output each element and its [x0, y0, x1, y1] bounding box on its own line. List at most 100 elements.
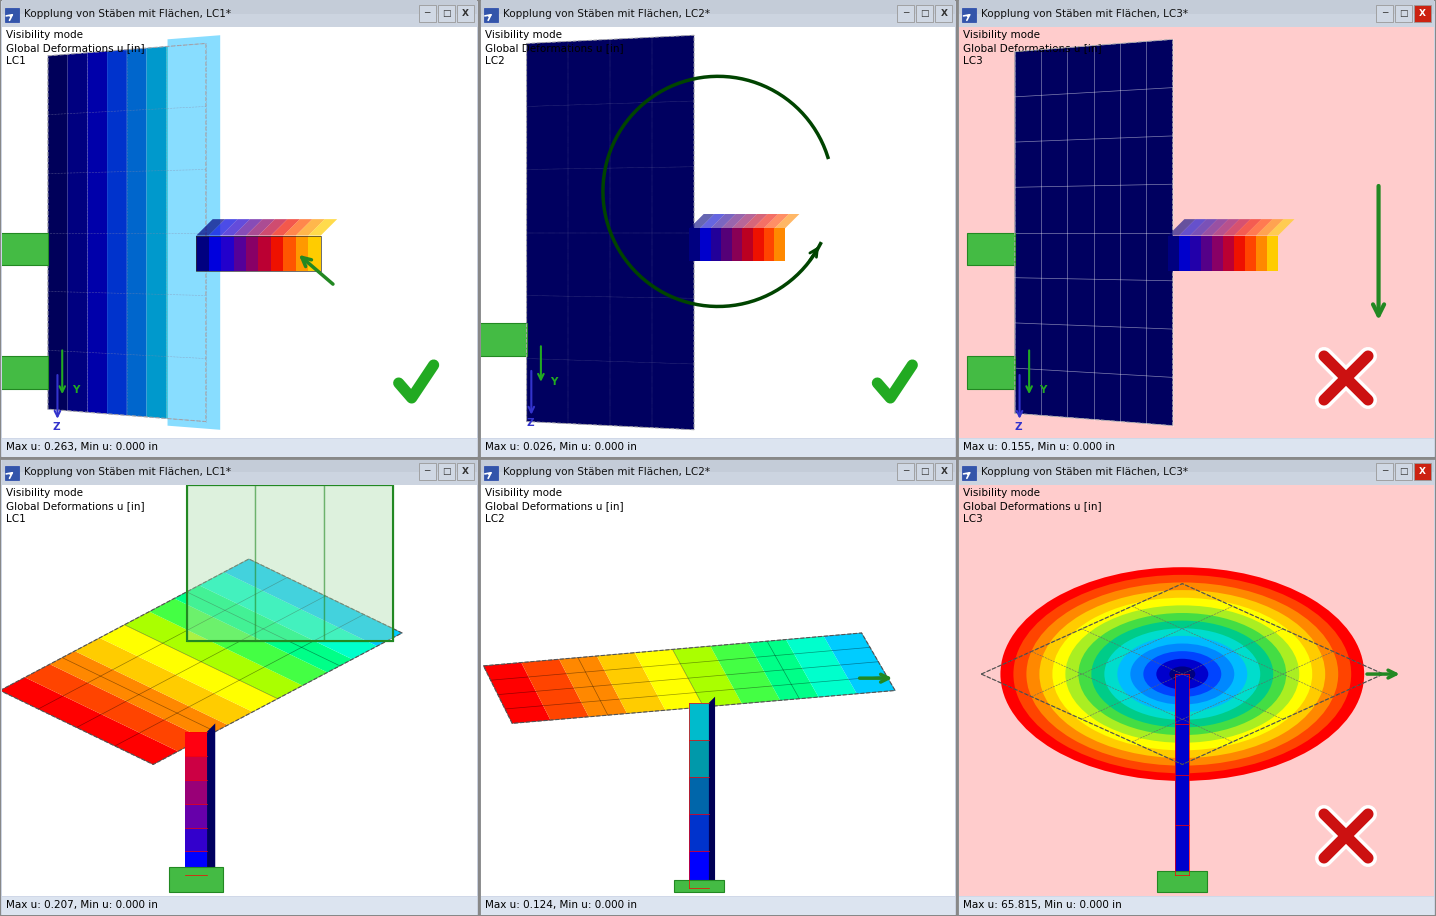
Bar [185, 852, 207, 876]
Bar [185, 756, 207, 780]
Polygon shape [699, 214, 725, 228]
Polygon shape [711, 214, 735, 228]
Polygon shape [24, 664, 202, 751]
Bar [4, 8, 19, 22]
Bar [711, 228, 721, 261]
Bar [1394, 5, 1412, 22]
Bar [481, 485, 955, 896]
Polygon shape [1245, 219, 1272, 235]
Bar [959, 458, 1435, 485]
Bar [438, 5, 455, 22]
Bar [898, 463, 915, 480]
Polygon shape [1190, 219, 1218, 235]
Polygon shape [764, 214, 788, 228]
Polygon shape [732, 214, 757, 228]
Polygon shape [174, 585, 352, 672]
Bar [1, 485, 477, 896]
Bar [958, 458, 1436, 916]
Bar [478, 458, 958, 916]
Text: ─: ─ [425, 467, 429, 476]
Polygon shape [610, 0, 707, 3]
Bar [673, 879, 724, 892]
Polygon shape [597, 653, 665, 714]
Text: ─: ─ [903, 467, 909, 476]
Ellipse shape [1040, 590, 1325, 758]
Bar [959, 897, 1435, 915]
Text: Global Deformations u [in]: Global Deformations u [in] [6, 43, 145, 53]
Bar [1376, 5, 1393, 22]
Text: □: □ [1399, 9, 1407, 18]
Ellipse shape [1078, 613, 1287, 736]
Polygon shape [1179, 219, 1206, 235]
Text: LC1: LC1 [6, 56, 26, 66]
Bar [438, 463, 455, 480]
Text: Max u: 0.207, Min u: 0.000 in: Max u: 0.207, Min u: 0.000 in [6, 900, 158, 910]
Bar [309, 235, 320, 270]
Polygon shape [527, 35, 694, 430]
Polygon shape [748, 639, 819, 701]
Ellipse shape [1117, 636, 1248, 713]
Text: Kopplung von Stäben mit Flächen, LC1*: Kopplung von Stäben mit Flächen, LC1* [24, 9, 231, 19]
Polygon shape [246, 219, 274, 235]
Polygon shape [824, 633, 895, 693]
Bar [185, 780, 207, 803]
Text: □: □ [442, 9, 451, 18]
Polygon shape [224, 559, 402, 646]
Bar [169, 867, 223, 892]
Bar [689, 851, 709, 888]
Polygon shape [1015, 39, 1173, 426]
Text: ─: ─ [1381, 467, 1387, 476]
Bar [1245, 235, 1256, 270]
Polygon shape [302, 0, 658, 3]
Text: Z: Z [53, 421, 60, 431]
Bar [478, 0, 958, 458]
Polygon shape [325, 485, 392, 641]
Bar [689, 703, 709, 740]
Bar [481, 27, 955, 438]
Bar [966, 491, 1015, 524]
Bar [4, 466, 19, 480]
Bar [419, 463, 435, 480]
Bar [481, 439, 955, 457]
Text: □: □ [920, 467, 929, 476]
Text: Visibility mode: Visibility mode [485, 30, 561, 40]
Polygon shape [774, 214, 800, 228]
Bar [1, 27, 477, 438]
Text: Global Deformations u [in]: Global Deformations u [in] [485, 43, 623, 53]
Text: Max u: 0.263, Min u: 0.000 in: Max u: 0.263, Min u: 0.000 in [6, 442, 158, 452]
Bar [0, 0, 478, 458]
Bar [1179, 235, 1190, 270]
Polygon shape [146, 47, 167, 419]
Text: X: X [461, 467, 468, 476]
Polygon shape [721, 214, 747, 228]
Polygon shape [742, 214, 767, 228]
Polygon shape [672, 646, 742, 707]
Text: Kopplung von Stäben mit Flächen, LC2*: Kopplung von Stäben mit Flächen, LC2* [503, 467, 709, 477]
Bar [208, 235, 221, 270]
Bar [271, 235, 283, 270]
Bar [898, 5, 915, 22]
Bar [296, 235, 309, 270]
Text: ─: ─ [903, 9, 909, 18]
Bar [481, 897, 955, 915]
Bar [1200, 235, 1212, 270]
Polygon shape [88, 51, 108, 414]
FancyBboxPatch shape [0, 491, 47, 524]
Bar [478, 459, 527, 491]
Bar [0, 458, 478, 916]
Bar [197, 235, 208, 270]
Text: □: □ [920, 9, 929, 18]
Polygon shape [549, 0, 696, 3]
Text: LC3: LC3 [964, 514, 984, 524]
Polygon shape [559, 656, 628, 717]
Text: Global Deformations u [in]: Global Deformations u [in] [485, 501, 623, 511]
Bar [1414, 5, 1432, 22]
Bar [1, 897, 477, 915]
Polygon shape [484, 662, 550, 724]
Bar [258, 235, 271, 270]
Bar [457, 5, 474, 22]
Polygon shape [149, 598, 327, 685]
Polygon shape [1267, 219, 1294, 235]
Text: ─: ─ [1381, 9, 1387, 18]
Text: X: X [1419, 9, 1426, 18]
